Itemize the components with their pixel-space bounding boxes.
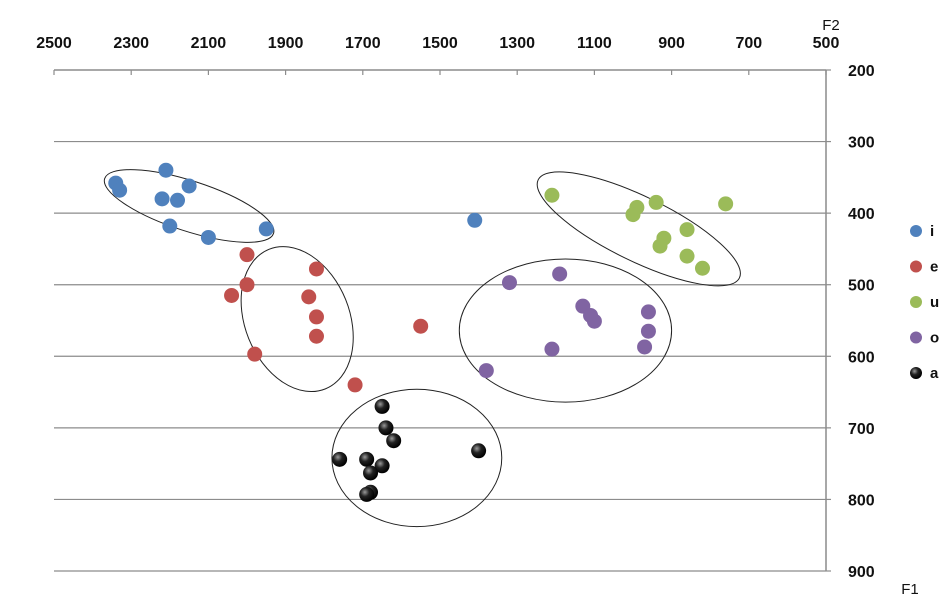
point-a [359, 451, 375, 467]
cluster-ellipse-o [458, 258, 673, 403]
y-axis-ticks: 200 300 400 500 600 700 800 900 [826, 63, 875, 581]
legend-label-i: i [930, 223, 934, 240]
y-tick-label: 400 [848, 206, 875, 223]
point-u [625, 207, 641, 223]
point-i [112, 182, 128, 198]
y-axis-title: F1 [901, 581, 919, 596]
point-e [239, 277, 255, 293]
point-i [181, 178, 197, 194]
point-i [258, 221, 274, 237]
x-axis-ticks: 2500 2300 2100 1900 1700 1500 1300 1100 900 700 50… [36, 35, 839, 75]
point-a [374, 458, 390, 474]
series-a [332, 398, 487, 502]
x-tick-label: 1900 [268, 35, 304, 52]
legend-label-a: a [930, 365, 939, 382]
point-i [154, 191, 170, 207]
y-tick-label: 300 [848, 135, 875, 152]
point-e [308, 328, 324, 344]
point-a [363, 465, 379, 481]
point-o [478, 363, 494, 379]
legend-marker-a [910, 367, 922, 379]
point-e [308, 309, 324, 325]
legend-label-o: o [930, 330, 939, 347]
x-tick-label: 700 [735, 35, 762, 52]
point-a [374, 398, 390, 414]
cluster-ellipses [103, 169, 741, 528]
y-tick-label: 600 [848, 349, 875, 366]
legend-label-e: e [930, 259, 938, 276]
point-o [544, 341, 560, 357]
point-i [467, 212, 483, 228]
y-tick-label: 200 [848, 63, 875, 80]
point-e [301, 289, 317, 305]
x-tick-label: 2100 [191, 35, 227, 52]
point-o [637, 339, 653, 355]
point-i [162, 218, 178, 234]
x-tick-label: 2500 [36, 35, 72, 52]
point-o [552, 266, 568, 282]
point-u [679, 248, 695, 264]
data-points [108, 162, 734, 502]
x-tick-label: 900 [658, 35, 685, 52]
point-u [694, 260, 710, 276]
legend-marker-u [910, 296, 922, 308]
point-e [308, 261, 324, 277]
point-o [501, 275, 517, 291]
point-u [679, 222, 695, 238]
point-e [239, 247, 255, 263]
point-e [247, 346, 263, 362]
point-a [471, 443, 487, 459]
point-a [359, 486, 375, 502]
x-tick-label: 1700 [345, 35, 381, 52]
cluster-ellipse-u [536, 171, 741, 287]
cluster-ellipse-e [240, 246, 354, 393]
y-tick-label: 700 [848, 421, 875, 438]
point-o [586, 313, 602, 329]
point-e [347, 377, 363, 393]
cluster-ellipse-i [103, 169, 275, 243]
point-a [378, 420, 394, 436]
point-i [158, 162, 174, 178]
series-o [478, 266, 656, 379]
point-a [386, 433, 402, 449]
point-o [640, 323, 656, 339]
point-a [332, 451, 348, 467]
legend-label-u: u [930, 294, 939, 311]
legend-marker-o [910, 331, 922, 344]
point-u [718, 196, 734, 212]
point-o [640, 304, 656, 320]
x-tick-label: 2300 [113, 35, 149, 52]
point-e [224, 287, 240, 303]
point-u [648, 194, 664, 210]
point-i [200, 229, 216, 245]
y-tick-label: 800 [848, 492, 875, 509]
y-tick-label: 500 [848, 278, 875, 295]
point-u [544, 187, 560, 203]
y-tick-label: 900 [848, 564, 875, 581]
point-e [413, 318, 429, 334]
x-tick-label: 1100 [577, 35, 612, 52]
x-tick-label: 1500 [422, 35, 458, 52]
x-tick-label: 1300 [499, 35, 535, 52]
point-u [652, 238, 668, 254]
x-tick-label: 500 [813, 35, 840, 52]
series-i [108, 162, 483, 245]
legend: i e u o a [910, 223, 939, 382]
legend-marker-i [910, 225, 922, 237]
point-i [170, 192, 186, 208]
cluster-ellipse-a [331, 388, 503, 528]
series-e [224, 247, 429, 393]
legend-marker-e [910, 260, 922, 273]
x-axis-title: F2 [822, 17, 840, 34]
series-u [544, 187, 734, 276]
horizontal-gridlines [54, 140, 826, 572]
